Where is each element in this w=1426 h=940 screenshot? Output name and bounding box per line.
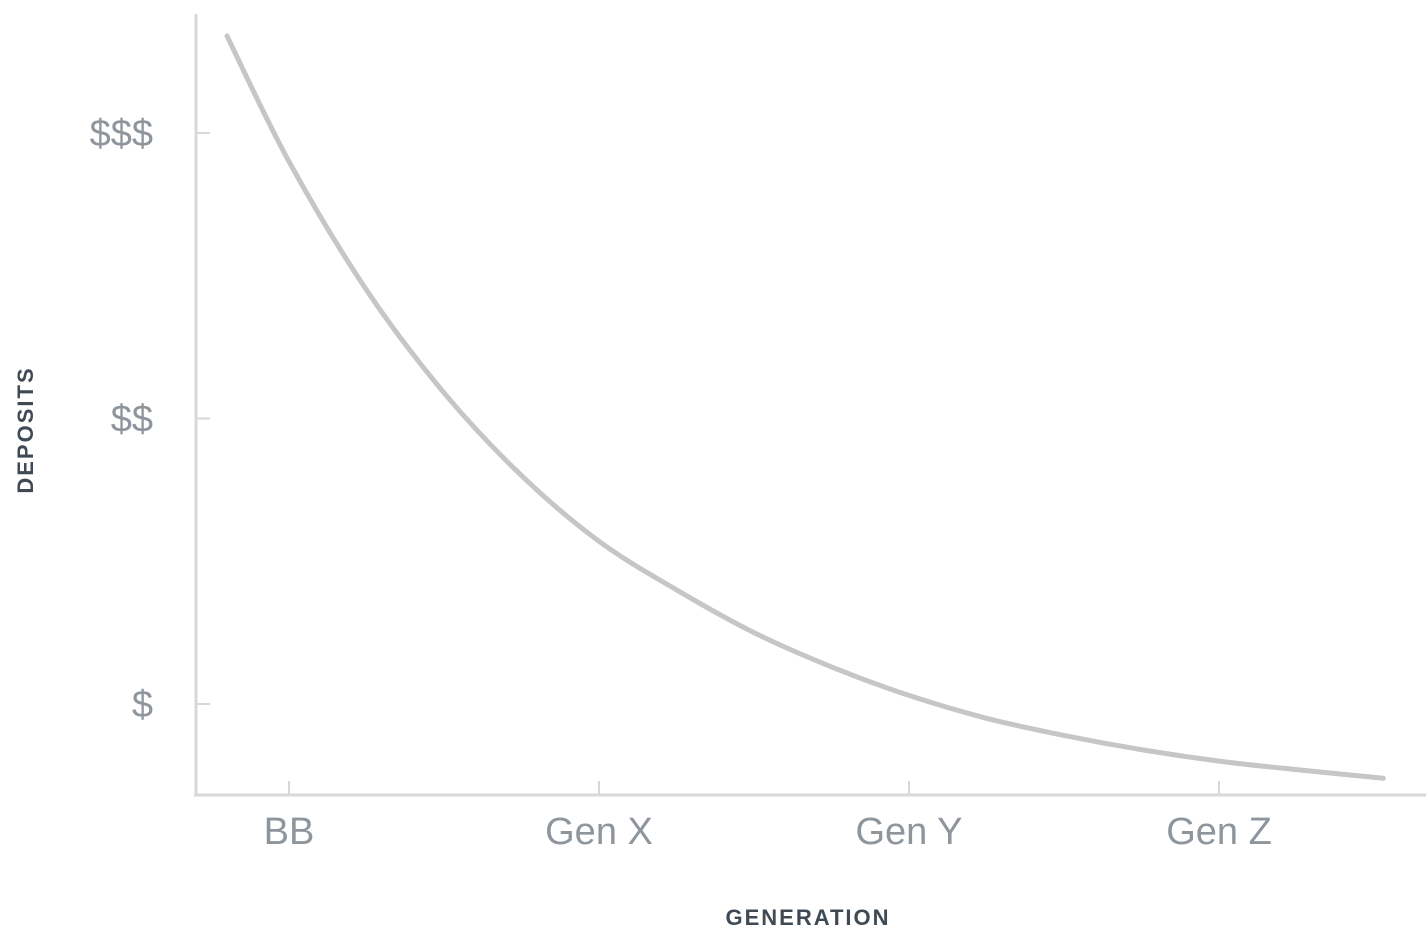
series-line <box>224 33 1386 781</box>
x-ticks: BB Gen X Gen Y Gen Z <box>264 781 1272 853</box>
x-tick-label: Gen X <box>545 811 653 853</box>
series-layer <box>224 33 1386 781</box>
y-tick-label: $$$ <box>90 113 153 155</box>
y-ticks: $$$$$$ <box>90 113 210 726</box>
x-axis-title: GENERATION <box>725 905 890 930</box>
x-tick-label: BB <box>264 811 315 853</box>
y-tick-label: $$ <box>111 399 153 441</box>
x-tick-label: Gen Z <box>1166 811 1272 853</box>
x-tick-label: Gen Y <box>855 811 962 853</box>
y-tick-label: $ <box>132 684 153 726</box>
y-axis-title: DEPOSITS <box>13 366 38 493</box>
